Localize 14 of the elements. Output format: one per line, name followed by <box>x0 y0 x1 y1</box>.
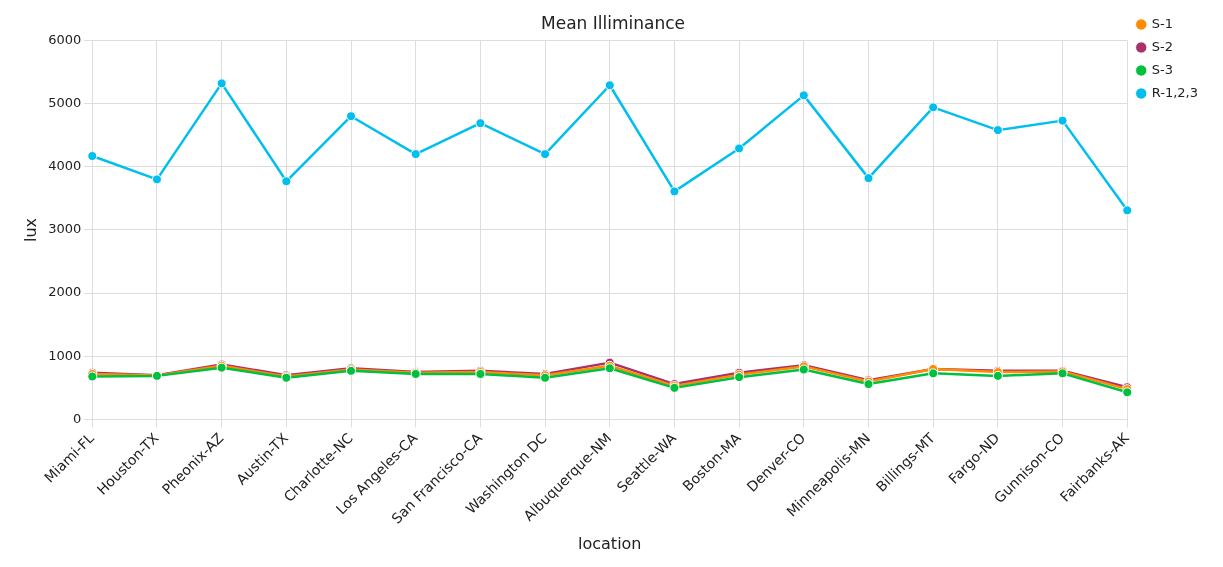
legend-label: S-3 <box>1151 61 1173 77</box>
y-axis-title: lux <box>20 217 40 242</box>
legend-label: S-2 <box>1151 38 1173 54</box>
y-tick-label: 4000 <box>48 158 82 174</box>
x-axis-title: location <box>578 533 642 553</box>
y-tick-label: 5000 <box>48 94 82 110</box>
y-tick-label: 3000 <box>48 221 82 237</box>
y-tick-label: 6000 <box>48 31 82 47</box>
legend-label: R-1,2,3 <box>1151 84 1199 100</box>
y-tick-label: 0 <box>73 410 82 426</box>
y-tick-label: 2000 <box>48 284 82 300</box>
legend-label: S-1 <box>1151 15 1173 31</box>
chart-title: Mean Illiminance <box>541 12 685 33</box>
y-tick-label: 1000 <box>48 347 82 363</box>
